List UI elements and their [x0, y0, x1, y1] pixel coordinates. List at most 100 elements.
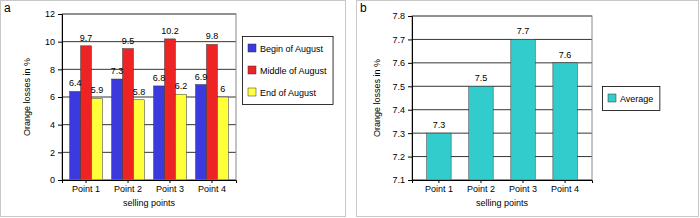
- bar: [123, 49, 134, 180]
- legend-label: Average: [620, 94, 653, 104]
- data-label: 7.3: [433, 120, 446, 130]
- tick: Point 1: [72, 180, 100, 194]
- tick-label: 12: [45, 9, 55, 19]
- tick: 2: [50, 148, 62, 158]
- figure: a6.47.36.86.99.79.510.29.85.95.86.260246…: [0, 0, 700, 218]
- legend-frame: [603, 87, 660, 111]
- bar: [427, 133, 451, 180]
- tick-mark: [408, 39, 412, 40]
- tick-mark: [408, 110, 412, 111]
- tick: Point 4: [551, 180, 579, 194]
- data-label: 7.5: [475, 73, 488, 83]
- tick-label: 7.5: [392, 82, 405, 92]
- tick-mark: [523, 180, 524, 183]
- tick-mark: [408, 16, 412, 17]
- legend-swatch: [248, 66, 256, 74]
- data-label: 9.5: [122, 36, 135, 46]
- tick: 0: [50, 175, 62, 185]
- tick-label: 4: [50, 120, 55, 130]
- bar: [175, 94, 186, 180]
- tick-label: Point 1: [72, 184, 100, 194]
- tick-mark: [58, 14, 62, 15]
- tick-mark: [438, 180, 439, 183]
- tick-mark: [86, 180, 87, 183]
- data-label: 10.2: [161, 26, 179, 36]
- tick-label: 6: [50, 92, 55, 102]
- grid: [62, 14, 236, 180]
- tick-label: Point 2: [114, 184, 142, 194]
- tick-label: 7.6: [392, 58, 405, 68]
- legend-label: End of August: [260, 88, 317, 98]
- y-axis: 7.17.27.37.47.57.67.77.8: [392, 11, 412, 185]
- tick: 8: [50, 65, 62, 75]
- tick-label: Point 2: [467, 184, 495, 194]
- axis-line: [58, 15, 63, 181]
- plot-frame: [62, 14, 236, 180]
- tick: Point 4: [198, 180, 226, 194]
- legend-swatch: [248, 44, 256, 52]
- bar: [206, 44, 217, 180]
- panel-label: a: [4, 1, 11, 15]
- tick-mark: [480, 180, 481, 183]
- tick-label: Point 1: [425, 184, 453, 194]
- tick-mark: [211, 180, 212, 183]
- tick: 7.2: [392, 152, 412, 162]
- data-label: 5.8: [133, 87, 146, 97]
- tick-label: 7.8: [392, 11, 405, 21]
- bar: [217, 97, 228, 180]
- tick: 6: [50, 92, 62, 102]
- panel-frame: [357, 1, 699, 217]
- bar: [70, 91, 81, 180]
- grid: [412, 16, 592, 180]
- data-label: 7.7: [517, 26, 530, 36]
- data-label: 9.7: [80, 33, 93, 43]
- bar: [92, 98, 103, 180]
- chart-panel: b7.37.57.77.67.17.27.37.47.57.67.77.8Poi…: [357, 1, 699, 217]
- tick-label: 8: [50, 65, 55, 75]
- legend: Begin of AugustMiddle of AugustEnd of Au…: [243, 37, 334, 105]
- tick-mark: [58, 152, 62, 153]
- bar: [165, 39, 176, 180]
- x-axis-title: selling points: [123, 198, 176, 208]
- axis-line: [408, 17, 413, 181]
- chart-panel: a6.47.36.86.99.79.510.29.85.95.86.260246…: [1, 1, 346, 217]
- data-label: 9.8: [206, 31, 219, 41]
- plot-area: [412, 16, 592, 180]
- tick-mark: [58, 97, 62, 98]
- tick-mark: [58, 125, 62, 126]
- tick-label: 7.3: [392, 129, 405, 139]
- tick-mark: [58, 42, 62, 43]
- bars: [70, 39, 229, 180]
- tick: Point 2: [114, 180, 142, 194]
- data-label: 6.8: [153, 73, 166, 83]
- data-labels: 6.47.36.86.99.79.510.29.85.95.86.26: [69, 26, 225, 97]
- tick-mark: [408, 157, 412, 158]
- axis-line: [413, 181, 593, 184]
- legend: Average: [603, 87, 660, 111]
- data-label: 6.9: [195, 72, 208, 82]
- tick-mark: [128, 180, 129, 183]
- tick: 7.1: [392, 175, 412, 185]
- tick: 10: [45, 37, 62, 47]
- data-label: 6.4: [69, 78, 82, 88]
- tick-label: 10: [45, 37, 55, 47]
- tick-label: Point 4: [551, 184, 579, 194]
- legend-frame: [243, 37, 334, 105]
- tick-label: 7.1: [392, 175, 405, 185]
- panel-label: b: [360, 1, 367, 15]
- tick-mark: [565, 180, 566, 183]
- tick-label: Point 3: [509, 184, 537, 194]
- x-axis: Point 1 Point 2 Point 3 Point 4: [413, 180, 593, 194]
- bar: [112, 79, 123, 180]
- tick-label: Point 3: [156, 184, 184, 194]
- bar: [133, 100, 144, 180]
- data-label: 6.2: [175, 81, 188, 91]
- y-axis: 0 2 4 6 8 10 12: [45, 9, 63, 185]
- y-axis-title: Orange losses in %: [372, 59, 382, 137]
- x-axis-title: selling points: [476, 198, 529, 208]
- bar: [511, 39, 535, 180]
- bar: [196, 85, 207, 180]
- grid-line: [412, 39, 592, 40]
- axis-line: [63, 181, 237, 184]
- tick-mark: [58, 69, 62, 70]
